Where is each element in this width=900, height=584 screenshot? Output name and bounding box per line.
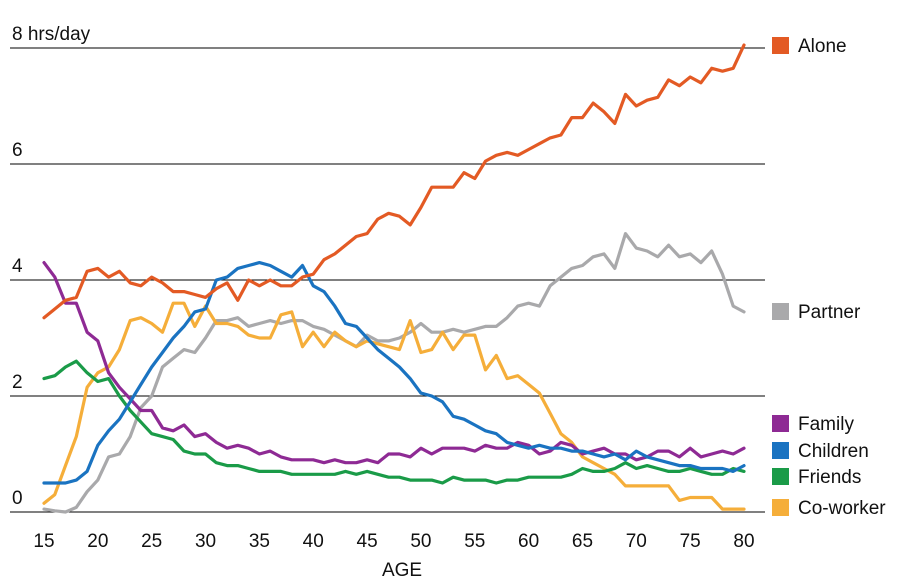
legend-label-friends: Friends — [798, 467, 861, 488]
y-tick-label-0: 0 — [12, 488, 23, 509]
x-tick-label-70: 70 — [626, 531, 647, 552]
x-tick-label-80: 80 — [733, 531, 754, 552]
x-tick-label-55: 55 — [464, 531, 485, 552]
y-tick-label-4: 4 — [12, 256, 23, 277]
legend-swatch-friends — [772, 468, 789, 485]
legend-label-alone: Alone — [798, 36, 847, 57]
x-tick-label-40: 40 — [303, 531, 324, 552]
y-axis-labels: 8 hrs/day 6 4 2 0 — [12, 24, 91, 509]
x-tick-label-35: 35 — [249, 531, 270, 552]
legend-swatch-family — [772, 415, 789, 432]
y-tick-label-2: 2 — [12, 372, 23, 393]
legend-item-children: Children — [772, 441, 869, 462]
x-tick-label-25: 25 — [141, 531, 162, 552]
series-line-alone — [42, 43, 746, 320]
x-tick-label-20: 20 — [87, 531, 108, 552]
x-tick-label-65: 65 — [572, 531, 593, 552]
series-line-children — [42, 261, 746, 485]
x-tick-label-60: 60 — [518, 531, 539, 552]
legend-swatch-partner — [772, 303, 789, 320]
legend-item-partner: Partner — [772, 302, 861, 323]
x-tick-label-30: 30 — [195, 531, 216, 552]
legend: Alone Partner Family Children Friends Co-work… — [772, 36, 886, 519]
x-tick-label-75: 75 — [680, 531, 701, 552]
legend-label-co-worker: Co-worker — [798, 498, 886, 519]
legend-item-alone: Alone — [772, 36, 847, 57]
x-tick-label-50: 50 — [410, 531, 431, 552]
series-line-co-worker — [42, 301, 746, 511]
legend-swatch-children — [772, 442, 789, 459]
legend-swatch-co-worker — [772, 499, 789, 516]
legend-label-partner: Partner — [798, 302, 861, 323]
x-tick-label-15: 15 — [33, 531, 54, 552]
series-line-friends — [42, 359, 746, 485]
series-lines — [42, 43, 746, 514]
legend-item-co-worker: Co-worker — [772, 498, 886, 519]
legend-item-family: Family — [772, 414, 854, 435]
x-axis-title: AGE — [382, 560, 422, 581]
x-tick-label-45: 45 — [357, 531, 378, 552]
x-axis-tick-labels: 15 20 25 30 35 40 45 50 55 60 65 70 75 80 — [33, 531, 754, 552]
legend-swatch-alone — [772, 37, 789, 54]
y-tick-label-6: 6 — [12, 140, 23, 161]
legend-label-family: Family — [798, 414, 854, 435]
series-line-partner — [42, 232, 746, 514]
y-tick-label-8: 8 hrs/day — [12, 24, 91, 45]
legend-label-children: Children — [798, 441, 869, 462]
series-line-family — [42, 261, 746, 465]
gridlines — [10, 47, 765, 513]
legend-item-friends: Friends — [772, 467, 861, 488]
